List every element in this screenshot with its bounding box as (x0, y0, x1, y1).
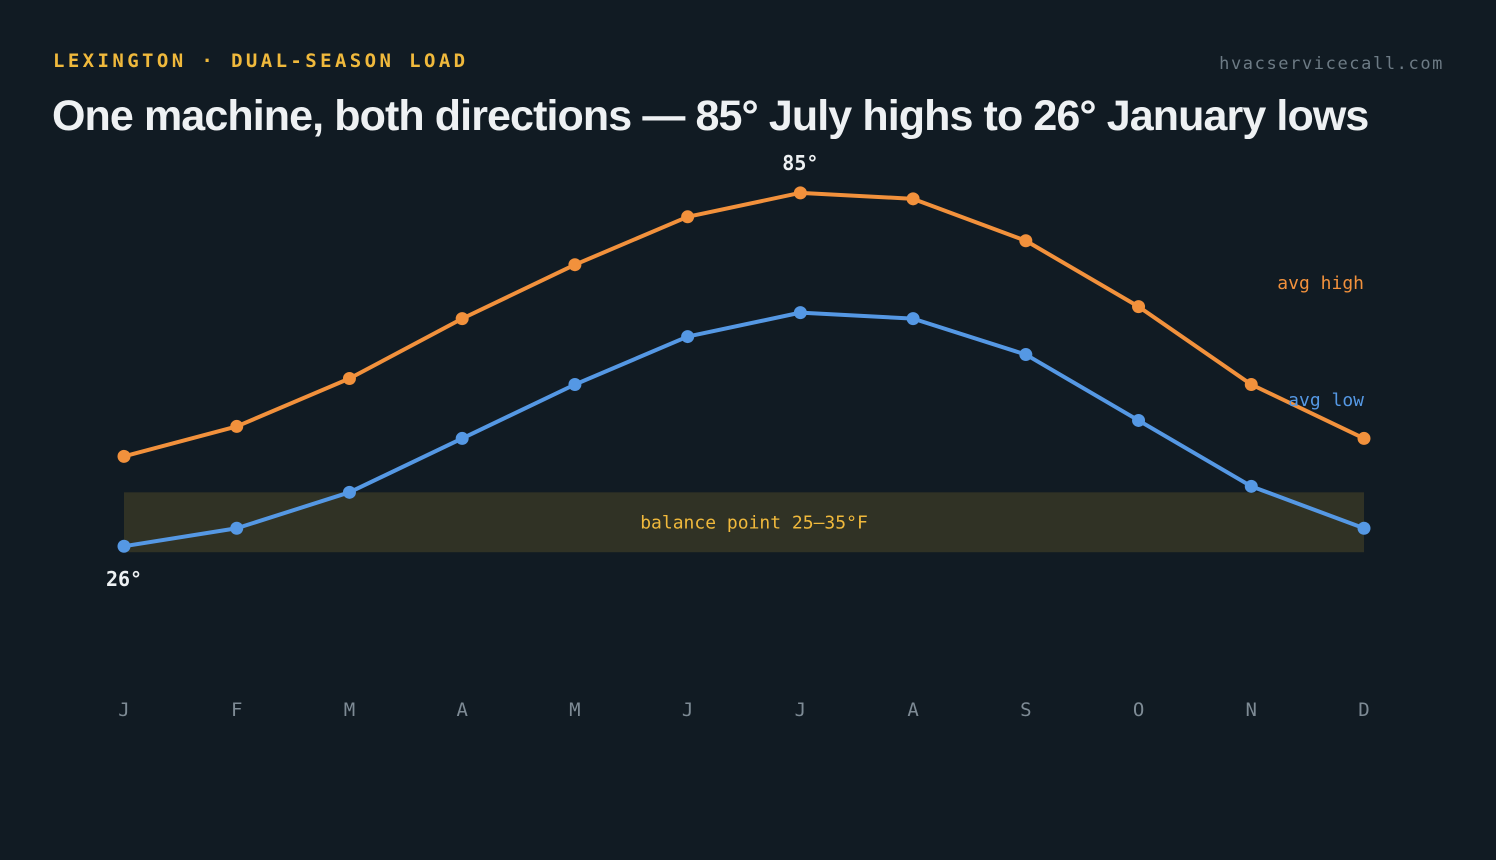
data-point-high (1019, 234, 1033, 248)
balance-point-band (124, 492, 1364, 553)
low-min-annotation: 26° (106, 567, 142, 591)
legend-label-high: avg high (1277, 273, 1364, 294)
data-point-low (906, 312, 920, 326)
data-point-low (1019, 348, 1033, 362)
x-tick-label: M (344, 699, 355, 721)
chart-title: One machine, both directions — 85° July … (52, 92, 1369, 140)
x-tick-label: A (456, 699, 468, 721)
series-line-low (122, 310, 1366, 549)
data-point-low (568, 378, 582, 392)
balance-point-label: balance point 25–35°F (640, 512, 868, 533)
data-point-high (906, 192, 920, 206)
x-tick-label: J (795, 699, 806, 721)
data-point-high (1244, 378, 1258, 392)
data-point-low (1244, 479, 1258, 493)
data-point-high (117, 449, 131, 463)
x-tick-label: J (682, 699, 693, 721)
x-tick-label: A (907, 699, 919, 721)
x-tick-label: S (1020, 699, 1031, 721)
x-tick-label: M (569, 699, 580, 721)
series-line-high (122, 190, 1366, 459)
data-point-low (1132, 413, 1146, 427)
data-point-high (568, 258, 582, 272)
data-point-low (793, 306, 807, 320)
data-point-high (342, 372, 356, 386)
data-point-high (230, 419, 244, 433)
x-tick-label: O (1133, 699, 1144, 721)
x-tick-label: D (1358, 699, 1369, 721)
data-point-high (1132, 300, 1146, 314)
data-point-low (681, 330, 695, 344)
peak-high-annotation: 85° (782, 151, 818, 175)
data-point-low (117, 539, 131, 553)
chart-eyebrow: LEXINGTON · DUAL-SEASON LOAD (53, 50, 469, 72)
data-point-high (1357, 431, 1371, 445)
data-point-low (1357, 521, 1371, 535)
data-point-low (342, 485, 356, 499)
data-point-high (681, 210, 695, 224)
x-tick-label: J (118, 699, 129, 721)
x-tick-label: N (1246, 699, 1257, 721)
data-point-low (455, 431, 469, 445)
legend-label-low: avg low (1288, 390, 1364, 411)
data-point-high (455, 312, 469, 326)
x-tick-label: F (231, 699, 242, 721)
data-point-high (793, 186, 807, 200)
site-url: hvacservicecall.com (1219, 54, 1444, 74)
data-point-low (230, 521, 244, 535)
